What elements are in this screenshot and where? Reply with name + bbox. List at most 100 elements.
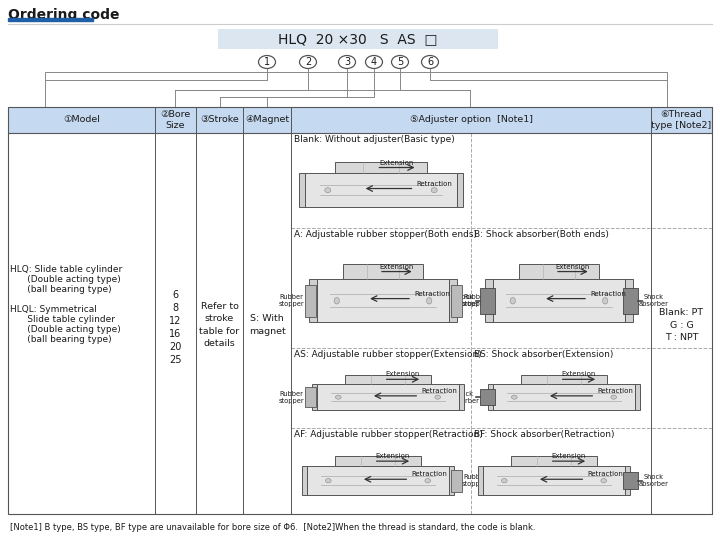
Bar bbox=[625, 466, 630, 495]
Ellipse shape bbox=[601, 479, 606, 483]
Bar bbox=[480, 288, 495, 314]
Text: Rubber
stopper: Rubber stopper bbox=[279, 294, 304, 307]
Ellipse shape bbox=[325, 188, 331, 193]
Text: Retraction: Retraction bbox=[598, 388, 633, 394]
Ellipse shape bbox=[435, 395, 441, 399]
Text: BS: Shock absorber(Extension): BS: Shock absorber(Extension) bbox=[474, 350, 613, 359]
Bar bbox=[309, 279, 317, 322]
Text: ⑤Adjuster option  [Note1]: ⑤Adjuster option [Note1] bbox=[410, 115, 533, 124]
Text: 16: 16 bbox=[169, 329, 181, 339]
Text: B: Shock absorber(Both ends): B: Shock absorber(Both ends) bbox=[474, 230, 609, 239]
Bar bbox=[312, 384, 317, 411]
Bar bbox=[449, 466, 454, 495]
Text: Rubber
stopper: Rubber stopper bbox=[279, 391, 304, 404]
Bar bbox=[8, 18, 93, 21]
Text: Retraction: Retraction bbox=[588, 471, 623, 477]
Bar bbox=[485, 279, 493, 322]
Text: Slide table cylinder: Slide table cylinder bbox=[10, 316, 115, 324]
Text: Extension: Extension bbox=[386, 371, 420, 377]
Ellipse shape bbox=[425, 479, 431, 483]
Bar bbox=[493, 279, 625, 322]
Text: 4: 4 bbox=[371, 57, 377, 67]
Bar bbox=[305, 174, 457, 207]
Bar bbox=[623, 472, 638, 489]
Ellipse shape bbox=[366, 56, 382, 69]
Ellipse shape bbox=[501, 479, 507, 483]
Bar bbox=[317, 384, 459, 411]
Text: Refer to
stroke
table for
details: Refer to stroke table for details bbox=[199, 302, 240, 348]
Ellipse shape bbox=[334, 297, 339, 304]
Bar bbox=[8, 107, 712, 133]
Text: 12: 12 bbox=[169, 316, 181, 326]
Text: 25: 25 bbox=[169, 355, 181, 365]
Bar bbox=[493, 384, 635, 411]
Bar bbox=[480, 389, 495, 405]
Text: Shock
absorber: Shock absorber bbox=[639, 474, 669, 487]
Text: ⑥Thread
type [Note2]: ⑥Thread type [Note2] bbox=[652, 110, 711, 130]
Bar bbox=[336, 456, 420, 466]
Bar bbox=[521, 375, 606, 384]
Text: ②Bore
Size: ②Bore Size bbox=[161, 110, 191, 130]
Bar bbox=[299, 174, 305, 207]
Text: 6: 6 bbox=[427, 57, 433, 67]
Text: Blank: Without adjuster(Basic type): Blank: Without adjuster(Basic type) bbox=[294, 135, 455, 144]
Ellipse shape bbox=[510, 297, 516, 304]
Text: (Double acting type): (Double acting type) bbox=[10, 325, 121, 334]
Text: Extension: Extension bbox=[379, 160, 414, 166]
Text: 2: 2 bbox=[305, 57, 311, 67]
Text: Rubber
stopper: Rubber stopper bbox=[462, 294, 487, 307]
Ellipse shape bbox=[603, 297, 608, 304]
Text: HLQ  20 ×30   S  AS  □: HLQ 20 ×30 S AS □ bbox=[278, 32, 438, 46]
Ellipse shape bbox=[426, 297, 432, 304]
Text: HLQ: Slide table cylinder: HLQ: Slide table cylinder bbox=[10, 265, 122, 274]
Text: A: Adjustable rubber stopper(Both ends): A: Adjustable rubber stopper(Both ends) bbox=[294, 230, 477, 239]
Ellipse shape bbox=[421, 56, 438, 69]
Text: Retraction: Retraction bbox=[411, 471, 447, 477]
Bar bbox=[336, 162, 426, 174]
Bar bbox=[8, 107, 712, 514]
Text: Retraction: Retraction bbox=[414, 291, 450, 296]
Ellipse shape bbox=[511, 395, 517, 399]
Text: Extension: Extension bbox=[379, 264, 414, 270]
Text: S: With
magnet: S: With magnet bbox=[248, 314, 285, 336]
Bar bbox=[305, 285, 316, 317]
Ellipse shape bbox=[431, 188, 437, 193]
Bar bbox=[307, 466, 449, 495]
Ellipse shape bbox=[392, 56, 408, 69]
Text: Ordering code: Ordering code bbox=[8, 8, 120, 22]
Bar bbox=[317, 279, 449, 322]
Text: [Note1] B type, BS type, BF type are unavailable for bore size of Φ6.  [Note2]Wh: [Note1] B type, BS type, BF type are una… bbox=[10, 523, 536, 532]
Bar bbox=[451, 470, 462, 492]
Bar bbox=[623, 288, 638, 314]
Bar bbox=[511, 456, 597, 466]
Bar bbox=[625, 279, 633, 322]
Text: BF: Shock absorber(Retraction): BF: Shock absorber(Retraction) bbox=[474, 430, 614, 439]
Ellipse shape bbox=[611, 395, 616, 399]
Text: ①Model: ①Model bbox=[63, 115, 100, 124]
Text: Shock
absorber: Shock absorber bbox=[449, 391, 479, 404]
Text: 3: 3 bbox=[344, 57, 350, 67]
Bar bbox=[483, 466, 625, 495]
Ellipse shape bbox=[338, 56, 356, 69]
Bar bbox=[519, 264, 598, 279]
Text: 20: 20 bbox=[169, 342, 181, 352]
Text: Retraction: Retraction bbox=[416, 181, 452, 187]
Text: Extension: Extension bbox=[376, 453, 410, 459]
Bar bbox=[218, 29, 498, 49]
Text: AF: Adjustable rubber stopper(Retraction): AF: Adjustable rubber stopper(Retraction… bbox=[294, 430, 482, 439]
Text: 5: 5 bbox=[397, 57, 403, 67]
Text: (Double acting type): (Double acting type) bbox=[10, 276, 121, 285]
Text: Retraction: Retraction bbox=[590, 291, 626, 296]
Bar bbox=[635, 384, 640, 411]
Ellipse shape bbox=[300, 56, 317, 69]
Bar bbox=[346, 375, 431, 384]
Text: Extension: Extension bbox=[562, 371, 596, 377]
Text: 1: 1 bbox=[264, 57, 270, 67]
Text: Shock
absorber: Shock absorber bbox=[449, 294, 479, 307]
Text: (ball bearing type): (ball bearing type) bbox=[10, 336, 112, 345]
Bar bbox=[451, 285, 462, 317]
Bar bbox=[488, 384, 493, 411]
Text: Extension: Extension bbox=[552, 453, 586, 459]
Text: ④Magnet: ④Magnet bbox=[245, 115, 289, 124]
Ellipse shape bbox=[258, 56, 276, 69]
